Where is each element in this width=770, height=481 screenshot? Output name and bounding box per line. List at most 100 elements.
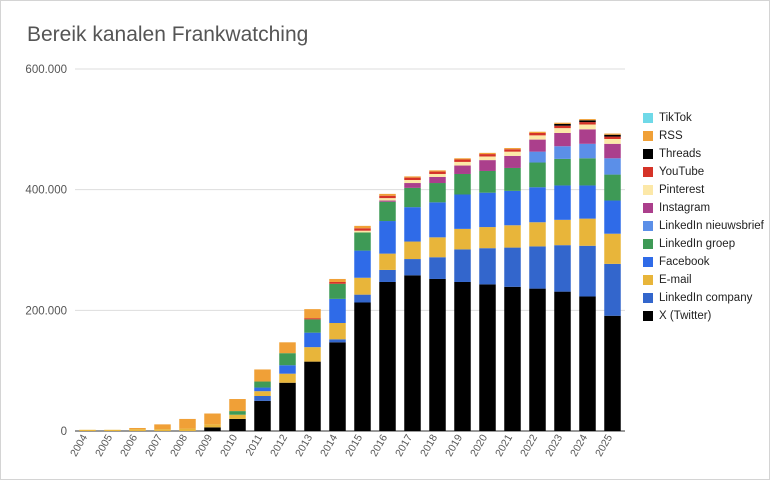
bar-segment bbox=[479, 160, 496, 171]
bar-segment bbox=[504, 149, 521, 152]
x-tick-label: 2013 bbox=[293, 432, 315, 458]
legend-swatch bbox=[643, 257, 653, 267]
legend-label: Instagram bbox=[659, 202, 711, 214]
legend-swatch bbox=[643, 113, 653, 123]
y-tick-label: 200.000 bbox=[25, 305, 67, 317]
bar-segment bbox=[179, 418, 196, 429]
bar-segment bbox=[379, 200, 396, 202]
bar-segment bbox=[604, 158, 621, 175]
bar-segment bbox=[579, 245, 596, 297]
legend-swatch bbox=[643, 167, 653, 177]
bar-segment bbox=[329, 339, 346, 343]
bar-segment bbox=[379, 253, 396, 270]
x-tick-label: 2018 bbox=[418, 432, 440, 458]
bar-segment bbox=[604, 136, 621, 139]
bar-segment bbox=[604, 138, 621, 144]
bar-segment bbox=[154, 429, 171, 431]
bar-segment bbox=[304, 347, 321, 362]
bar-segment bbox=[579, 129, 596, 144]
bar-segment bbox=[354, 225, 371, 229]
bar-segment bbox=[604, 263, 621, 316]
x-tick-label: 2015 bbox=[343, 432, 365, 458]
bar-segment bbox=[404, 177, 421, 181]
legend-item: RSS bbox=[643, 127, 764, 145]
bar-segment bbox=[304, 361, 321, 431]
bar-segment bbox=[329, 278, 346, 282]
bar-segment bbox=[579, 185, 596, 219]
bar-segment bbox=[579, 296, 596, 431]
bar-segment bbox=[504, 286, 521, 431]
bar-segment bbox=[379, 281, 396, 431]
bar-segment bbox=[279, 382, 296, 431]
bar-segment bbox=[529, 288, 546, 431]
legend-label: E-mail bbox=[659, 274, 692, 286]
bar-segment bbox=[304, 319, 321, 333]
bar-segment bbox=[204, 424, 221, 428]
bar-segment bbox=[429, 237, 446, 258]
bar-segment bbox=[229, 399, 246, 412]
bar-segment bbox=[604, 134, 621, 137]
bar-segment bbox=[604, 233, 621, 264]
legend-swatch bbox=[643, 311, 653, 321]
bar-segment bbox=[454, 161, 471, 166]
bar-segment bbox=[504, 167, 521, 191]
bar-segment bbox=[379, 198, 396, 201]
chart-legend: TikTok RSS Threads YouTube Pinterest Instagra… bbox=[643, 109, 764, 325]
x-tick-label: 2014 bbox=[318, 432, 340, 458]
bar-segment bbox=[204, 427, 221, 431]
legend-label: Pinterest bbox=[659, 184, 705, 196]
bar-segment bbox=[579, 122, 596, 125]
bar-segment bbox=[304, 309, 321, 319]
bar-segment bbox=[404, 183, 421, 188]
bar-segment bbox=[504, 155, 521, 168]
legend-swatch bbox=[643, 293, 653, 303]
bar-segment bbox=[329, 298, 346, 324]
bar-segment bbox=[479, 284, 496, 431]
bar-segment bbox=[129, 427, 146, 430]
bar-segment bbox=[154, 424, 171, 430]
bar-segment bbox=[454, 159, 471, 162]
bar-segment bbox=[379, 193, 396, 196]
bar-segment bbox=[354, 230, 371, 233]
bar-segment bbox=[429, 278, 446, 431]
bar-segment bbox=[479, 248, 496, 285]
x-tick-label: 2008 bbox=[168, 432, 190, 458]
x-tick-label: 2005 bbox=[93, 432, 115, 458]
bar-segment bbox=[279, 365, 296, 374]
legend-item: LinkedIn groep bbox=[643, 235, 764, 253]
x-tick-label: 2024 bbox=[568, 432, 590, 458]
x-tick-label: 2004 bbox=[68, 432, 90, 458]
bar-segment bbox=[504, 247, 521, 287]
bar-segment bbox=[604, 200, 621, 234]
bar-segment bbox=[454, 158, 471, 160]
legend-swatch bbox=[643, 221, 653, 231]
bar-segment bbox=[329, 342, 346, 431]
bar-segment bbox=[304, 318, 321, 320]
bar-segment bbox=[454, 228, 471, 250]
bar-segment bbox=[104, 429, 121, 431]
bar-segment bbox=[429, 173, 446, 177]
bar-segment bbox=[504, 190, 521, 226]
bar-segment bbox=[554, 128, 571, 133]
bar-segment bbox=[579, 124, 596, 130]
bar-segment bbox=[279, 353, 296, 366]
bar-segment bbox=[304, 332, 321, 348]
x-tick-label: 2020 bbox=[468, 432, 490, 458]
bar-segment bbox=[579, 119, 596, 121]
bar-segment bbox=[454, 281, 471, 431]
bar-segment bbox=[529, 162, 546, 188]
bar-segment bbox=[254, 387, 271, 392]
legend-item: E-mail bbox=[643, 271, 764, 289]
bar-segment bbox=[554, 158, 571, 186]
x-tick-label: 2007 bbox=[143, 432, 165, 458]
bar-segment bbox=[604, 174, 621, 201]
bar-segment bbox=[454, 194, 471, 229]
bar-segment bbox=[379, 195, 396, 199]
bar-segment bbox=[254, 400, 271, 431]
x-tick-label: 2021 bbox=[493, 432, 515, 458]
bar-segment bbox=[404, 180, 421, 184]
bar-segment bbox=[504, 225, 521, 248]
bar-segment bbox=[379, 221, 396, 254]
